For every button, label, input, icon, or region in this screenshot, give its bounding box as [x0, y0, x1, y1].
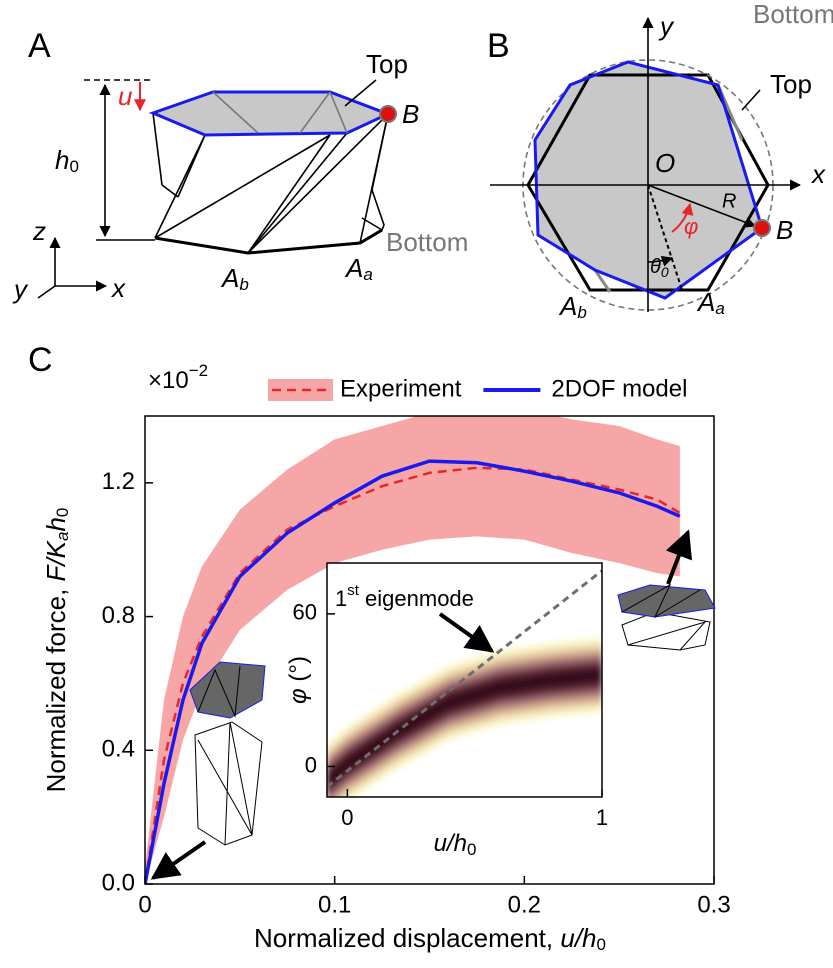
text: eigenmode [359, 586, 474, 611]
series-line [145, 459, 681, 884]
x-tick-label: 0 [341, 805, 353, 830]
text: a [53, 532, 72, 541]
panel-label: B [487, 27, 510, 65]
text: F/K [41, 539, 71, 581]
text: A [696, 287, 715, 317]
label-bottom: Bottom [753, 0, 833, 29]
panel-label: C [28, 341, 53, 379]
y-tick-label: 60 [293, 600, 317, 625]
axis-x: x [110, 273, 126, 303]
axis-x: x [810, 159, 826, 189]
text: u/h [560, 923, 596, 953]
y-axis-label: Normalized force, F/Kah0 [41, 508, 73, 793]
text: θ [650, 256, 661, 278]
arrow [438, 612, 495, 653]
y-tick-label: 1.2 [102, 468, 135, 495]
axis-y: y [658, 11, 675, 41]
plot-area [327, 569, 602, 797]
main-chart: 0 0.1 0.2 0.3 0.0 0.4 0.8 1.2 [102, 415, 731, 918]
text: Normalized force, [41, 581, 71, 792]
text: 0 [467, 840, 476, 859]
text: u/h [434, 830, 467, 857]
plot-area [145, 416, 681, 884]
text: a [715, 299, 724, 318]
point-b [753, 219, 771, 237]
x-axis-label: Normalized displacement, u/h0 [254, 923, 606, 955]
panel-label: A [28, 27, 51, 65]
annotations: A B C u Top B h0 z y x Bottom Ab Aa [12, 0, 833, 954]
inset-chart: 0 1 0 60 [293, 562, 608, 830]
reference-line [327, 569, 602, 789]
text: b [577, 303, 586, 322]
text: st [347, 582, 360, 599]
label-ab: Ab [220, 263, 249, 295]
density-band [327, 636, 602, 797]
diagram-b [490, 16, 802, 312]
y-tick-label: 0.0 [102, 869, 135, 896]
label-u: u [118, 81, 132, 111]
y-tick-label: 0 [305, 752, 317, 777]
point-b [379, 105, 397, 123]
label-phi: φ [684, 214, 698, 239]
x-tick-label: 0.2 [508, 891, 541, 918]
arrow [665, 529, 693, 585]
inset-x-label: u/h0 [434, 830, 477, 859]
y-tick-label: 0.8 [102, 602, 135, 629]
text: h [41, 517, 71, 531]
x-tick-label: 0.3 [697, 891, 730, 918]
arrow [150, 840, 207, 880]
legend-label: Experiment [340, 375, 462, 402]
diagram-a [37, 79, 392, 299]
legend-label: 2DOF model [551, 375, 687, 402]
legend-patch [268, 379, 333, 401]
x-tick-label: 1 [596, 805, 608, 830]
label-top: Top [366, 49, 408, 79]
annotation: 1st eigenmode [335, 582, 474, 611]
label-ab: Ab [558, 291, 587, 323]
label-b: B [776, 215, 793, 245]
axes-frame [144, 415, 715, 885]
x-tick-label: 0.1 [318, 891, 351, 918]
text: φ [285, 688, 312, 704]
label-b: B [402, 99, 419, 129]
x-tick-label: 0 [138, 891, 151, 918]
y-tick-label: 0.4 [102, 736, 135, 763]
label-r: R [722, 190, 736, 212]
axes-frame [326, 562, 603, 798]
text: A [558, 291, 577, 321]
label-o: O [655, 148, 675, 178]
inset-y-label: φ (°) [285, 656, 312, 704]
density-level [327, 668, 602, 789]
text: A [344, 253, 363, 283]
text: Normalized displacement, [254, 923, 560, 953]
density-level [327, 662, 602, 795]
text: ×10 [148, 367, 189, 394]
text: 0 [53, 508, 72, 517]
text: (°) [285, 656, 312, 688]
scale-label: ×10−2 [148, 361, 208, 394]
label-aa: Aa [344, 253, 373, 285]
label-aa: Aa [696, 287, 725, 319]
series-line [145, 466, 681, 884]
text: 0 [597, 935, 606, 954]
thumbnail [189, 583, 716, 846]
text: −2 [189, 361, 208, 380]
text: 0 [69, 157, 78, 176]
text: 1 [335, 586, 347, 611]
text: b [239, 275, 248, 294]
error-band [145, 416, 680, 884]
text: 0 [661, 264, 669, 280]
label-top: Top [770, 69, 812, 99]
label-theta: θ0 [650, 256, 669, 279]
axis-z: z [32, 216, 46, 246]
text: A [220, 263, 239, 293]
text: h [55, 145, 69, 175]
label-bottom: Bottom [386, 227, 468, 257]
label-h0: h0 [55, 145, 79, 177]
axis-y: y [12, 274, 29, 304]
text: a [363, 265, 372, 284]
